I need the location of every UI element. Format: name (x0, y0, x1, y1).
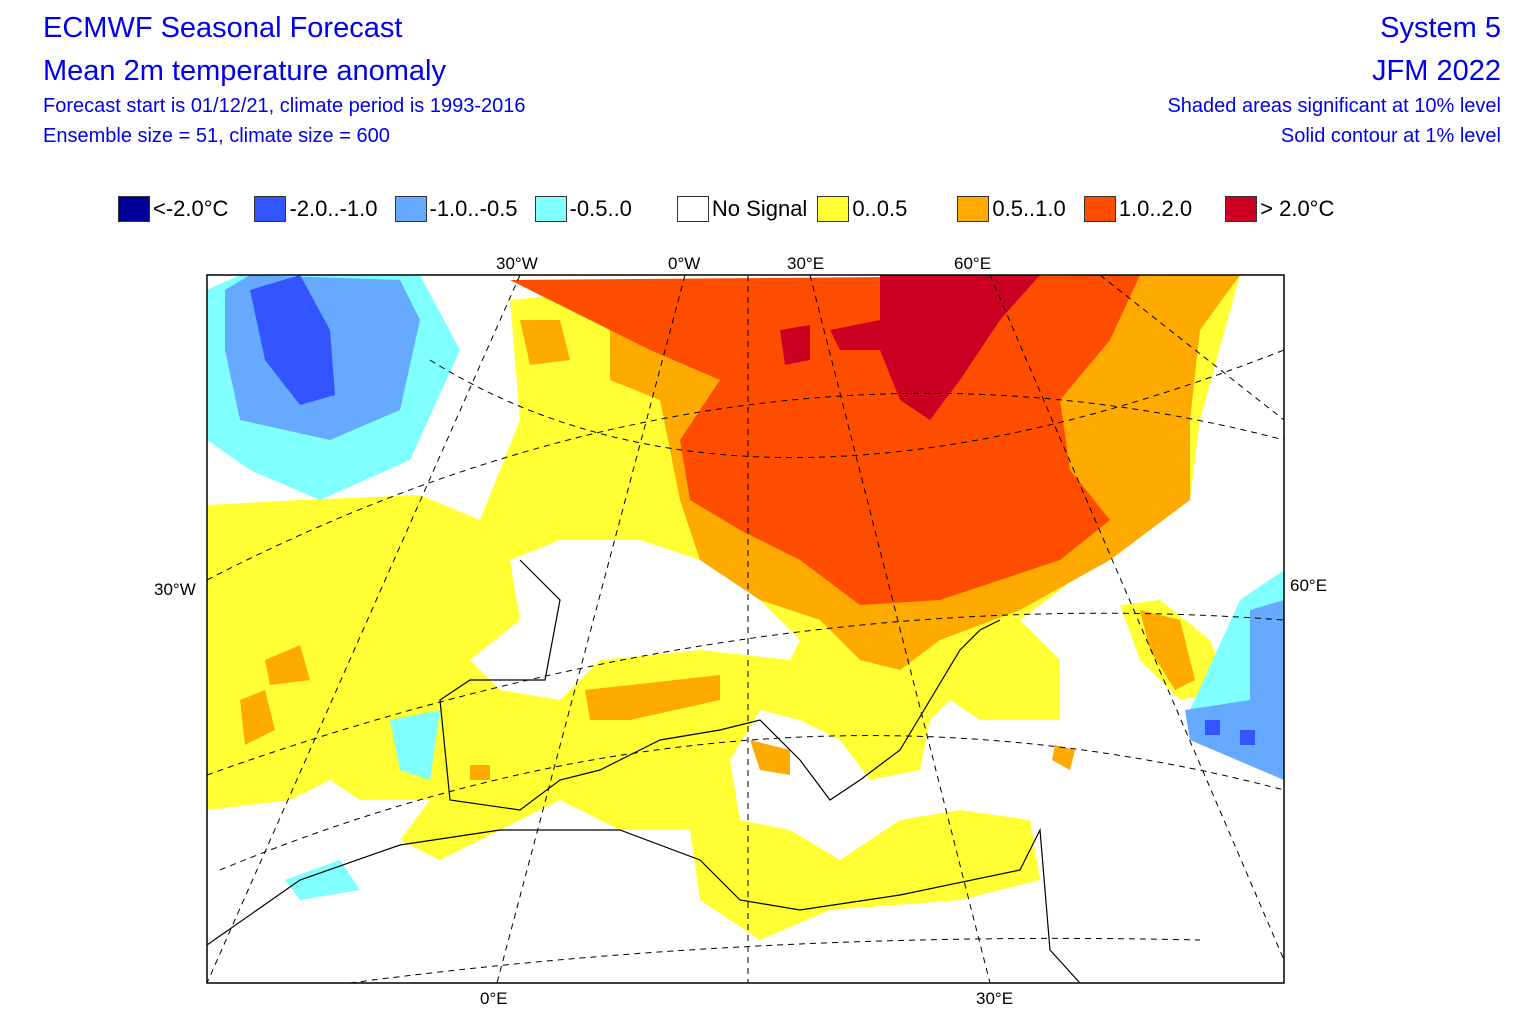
legend-swatch (534, 196, 567, 222)
legend-item: No Signal (676, 196, 808, 222)
legend-label: <-2.0°C (153, 196, 229, 221)
legend-item: > 2.0°C (1225, 196, 1334, 222)
legend-swatch (676, 196, 709, 222)
legend-item: -2.0..-1.0 (254, 196, 378, 222)
legend-swatch (817, 196, 850, 222)
legend-item: 1.0..2.0 (1083, 196, 1193, 222)
system-label: System 5 (1380, 12, 1501, 44)
legend-label: -2.0..-1.0 (289, 196, 378, 221)
title: ECMWF Seasonal Forecast (43, 12, 403, 44)
legend-label: -1.0..-0.5 (429, 196, 518, 221)
subtitle: Mean 2m temperature anomaly (43, 55, 446, 87)
legend-swatch (254, 196, 287, 222)
legend-swatch (118, 196, 150, 222)
anomaly-minus-1.0-minus-0.5 (225, 275, 1284, 780)
lon-label: 0°W (668, 254, 701, 273)
legend-item: -0.5..0 (534, 196, 632, 222)
lon-label: 60°E (954, 254, 992, 273)
anomaly-above-2.0 (780, 275, 1040, 420)
contour-note: Solid contour at 1% level (1280, 125, 1501, 147)
lon-label: 0°E (480, 989, 508, 1008)
significance-note: Shaded areas significant at 10% level (1167, 95, 1501, 117)
lon-label: 60°E (1290, 576, 1328, 595)
legend-label: 1.0..2.0 (1118, 196, 1193, 221)
legend-item: -1.0..-0.5 (394, 196, 518, 222)
ensemble-info: Ensemble size = 51, climate size = 600 (43, 125, 390, 147)
legend-item: 0..0.5 (817, 196, 907, 222)
anomaly-1.0-2.0 (510, 275, 1140, 605)
lon-label: 30°W (154, 580, 196, 599)
legend-label: 0.5..1.0 (992, 196, 1066, 221)
legend-label: 0..0.5 (852, 196, 908, 221)
legend-label: > 2.0°C (1260, 196, 1335, 221)
graticule (207, 275, 1284, 983)
lon-label: 30°E (787, 254, 825, 273)
anomaly-0.5-1.0 (520, 320, 570, 365)
legend-swatch (394, 196, 427, 222)
legend-label: -0.5..0 (569, 196, 632, 221)
anomaly-0.5-1.0 (240, 610, 1195, 780)
legend-item: 0.5..1.0 (957, 196, 1066, 222)
legend-swatch (1083, 196, 1116, 222)
lon-label: 30°W (496, 254, 538, 273)
lon-label: 30°E (976, 989, 1014, 1008)
forecast-info: Forecast start is 01/12/21, climate peri… (43, 95, 526, 117)
legend-item: <-2.0°C (118, 196, 228, 222)
legend-label: No Signal (711, 196, 808, 221)
legend-swatch (1225, 196, 1258, 222)
no-signal (470, 540, 800, 700)
period-label: JFM 2022 (1372, 55, 1501, 87)
legend: <-2.0°C -2.0..-1.0 -1.0..-0.5 -0.5..0 No Sig… (118, 196, 1334, 222)
legend-swatch (957, 196, 990, 222)
map-frame (206, 274, 1285, 984)
